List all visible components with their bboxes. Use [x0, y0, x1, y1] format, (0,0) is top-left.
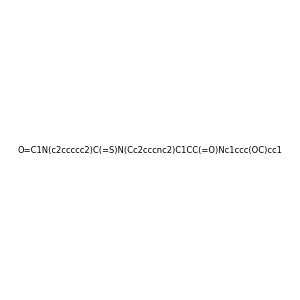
Text: O=C1N(c2ccccc2)C(=S)N(Cc2cccnc2)C1CC(=O)Nc1ccc(OC)cc1: O=C1N(c2ccccc2)C(=S)N(Cc2cccnc2)C1CC(=O)…: [18, 146, 282, 154]
